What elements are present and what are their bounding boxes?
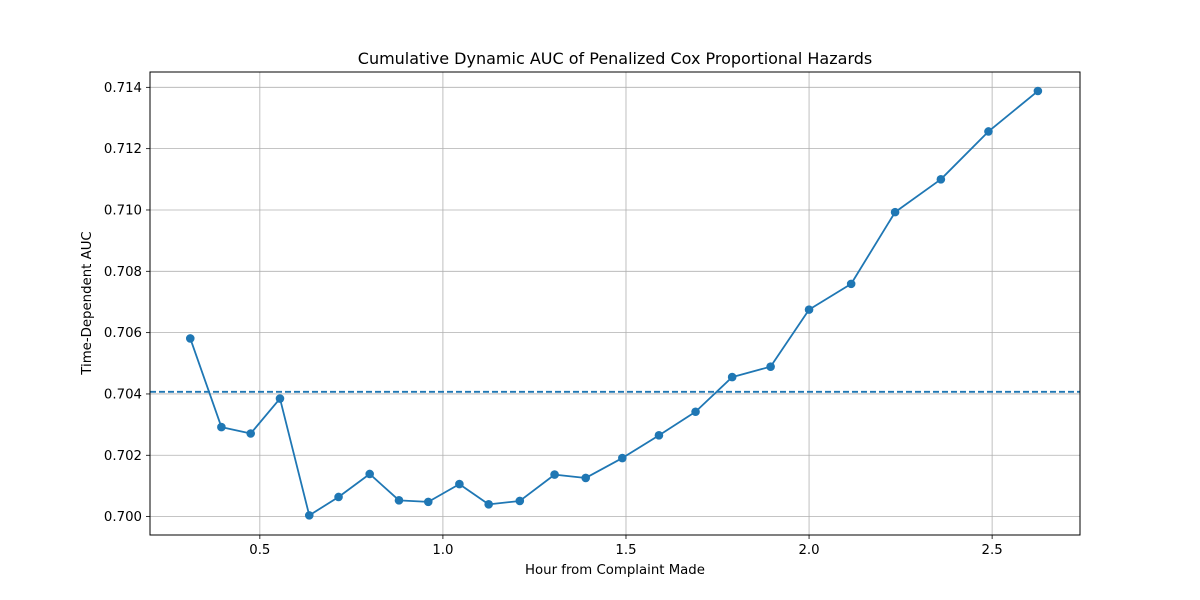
data-point [365, 469, 374, 479]
data-point [581, 473, 591, 483]
x-tick-label: 1.0 [432, 543, 453, 558]
data-point [654, 431, 664, 440]
data-point [185, 334, 195, 343]
data-point [484, 500, 493, 509]
y-tick-label: 0.712 [104, 142, 142, 157]
data-point [394, 496, 404, 505]
data-point [890, 207, 900, 217]
x-tick-label: 2.5 [982, 543, 1003, 558]
y-tick-label: 0.708 [104, 265, 142, 280]
x-tick-label: 0.5 [249, 543, 270, 558]
data-point [691, 407, 700, 417]
data-point [515, 496, 525, 506]
y-tick-label: 0.702 [104, 449, 142, 464]
plot-frame [149, 71, 1081, 536]
data-point [304, 511, 314, 520]
y-axis-label: Time-Dependent AUC [80, 231, 95, 375]
data-point [275, 394, 285, 403]
x-axis-ticks: 0.5 1.0 1.5 2.0 2.5 [249, 535, 1003, 558]
y-tick-label: 0.710 [104, 203, 142, 218]
series-layer [185, 86, 1043, 520]
grid [150, 72, 1080, 535]
data-point [936, 175, 946, 184]
data-point [984, 127, 993, 136]
y-tick-label: 0.700 [104, 510, 142, 525]
data-point [246, 429, 255, 438]
data-point [618, 453, 627, 463]
data-point [804, 305, 814, 314]
data-point [727, 372, 737, 382]
x-tick-label: 2.0 [798, 543, 819, 558]
x-axis-label: Hour from Complaint Made [525, 563, 705, 578]
data-point [550, 470, 559, 479]
y-tick-label: 0.706 [104, 326, 142, 341]
y-axis-ticks: 0.700 0.702 0.704 0.706 0.708 0.710 0.712 0.714 [104, 81, 150, 525]
x-tick-label: 1.5 [615, 543, 636, 558]
data-point [1033, 86, 1043, 96]
data-point [423, 497, 433, 507]
y-tick-label: 0.714 [104, 81, 142, 96]
chart-title: Cumulative Dynamic AUC of Penalized Cox … [358, 49, 872, 68]
y-tick-label: 0.704 [104, 387, 142, 402]
data-point [217, 422, 226, 432]
data-point [846, 279, 856, 289]
data-point [766, 362, 775, 371]
data-point [455, 479, 464, 489]
data-point [334, 492, 343, 502]
